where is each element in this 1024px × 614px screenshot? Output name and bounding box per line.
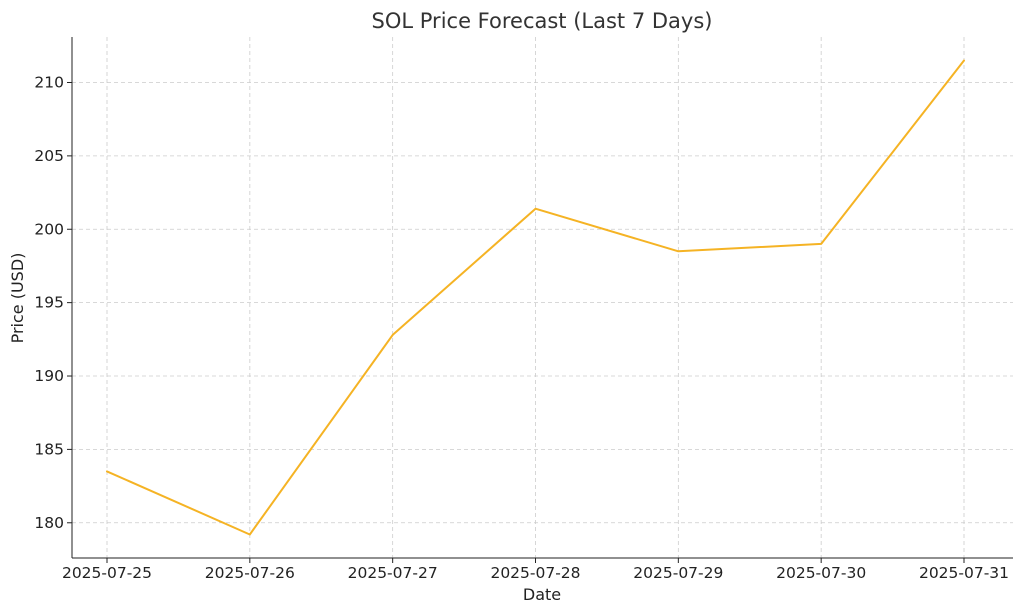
chart-title: SOL Price Forecast (Last 7 Days)	[372, 9, 713, 33]
y-tick-label: 190	[34, 367, 64, 385]
x-tick-label: 2025-07-26	[205, 564, 295, 582]
y-tick-label: 185	[34, 440, 64, 458]
x-axis-label: Date	[523, 585, 561, 604]
y-tick-label: 200	[34, 220, 64, 238]
y-tick-label: 205	[34, 147, 64, 165]
x-tick-label: 2025-07-27	[348, 564, 438, 582]
x-tick-label: 2025-07-29	[633, 564, 723, 582]
x-tick-label: 2025-07-25	[62, 564, 152, 582]
y-tick-label: 210	[34, 73, 64, 91]
grid	[72, 37, 1013, 558]
y-axis-label: Price (USD)	[8, 253, 27, 344]
y-tick-label: 195	[34, 294, 64, 312]
x-tick-label: 2025-07-30	[776, 564, 866, 582]
x-tick-label: 2025-07-28	[490, 564, 580, 582]
series-layer	[106, 59, 965, 536]
x-tick-label: 2025-07-31	[919, 564, 1009, 582]
y-tick-label: 180	[34, 514, 64, 532]
axis-ticks: 2025-07-25 2025-07-26 2025-07-27 2025-07-28…	[34, 73, 1009, 582]
